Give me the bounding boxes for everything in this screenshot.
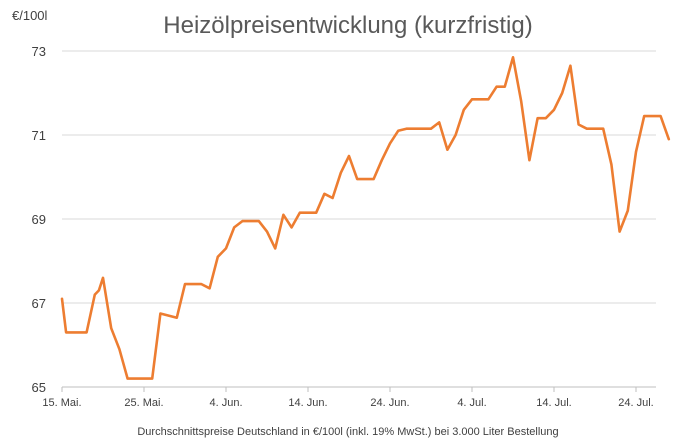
x-tick-label: 4. Jul.: [457, 397, 486, 409]
x-tick-labels: 15. Mai. 25. Mai. 4. Jun. 14. Jun. 24. Jun. 4…: [42, 397, 653, 409]
x-tick-label: 24. Jun.: [370, 397, 409, 409]
y-tick-label: 73: [32, 44, 46, 59]
y-tick-labels: 65 67 69 71 73: [32, 44, 46, 395]
series-layer: [60, 55, 671, 380]
chart-title: Heizölpreisentwicklung (kurzfristig): [163, 12, 532, 39]
x-axis-caption: Durchschnittspreise Deutschland in €/100…: [137, 426, 558, 438]
x-tick-label: 24. Jul.: [618, 397, 653, 409]
y-tick-label: 69: [32, 212, 46, 227]
grid-lines: [62, 50, 656, 304]
axes: [61, 386, 656, 392]
x-tick-label: 25. Mai.: [124, 397, 163, 409]
price-line: [60, 55, 671, 380]
x-tick-label: 14. Jul.: [536, 397, 571, 409]
x-tick-label: 15. Mai.: [42, 397, 81, 409]
y-tick-label: 67: [32, 296, 46, 311]
y-axis-unit-label: €/100l: [12, 8, 48, 23]
x-tick-label: 14. Jun.: [288, 397, 327, 409]
x-tick-label: 4. Jun.: [209, 397, 242, 409]
y-tick-label: 71: [32, 128, 46, 143]
y-tick-label: 65: [32, 380, 46, 395]
